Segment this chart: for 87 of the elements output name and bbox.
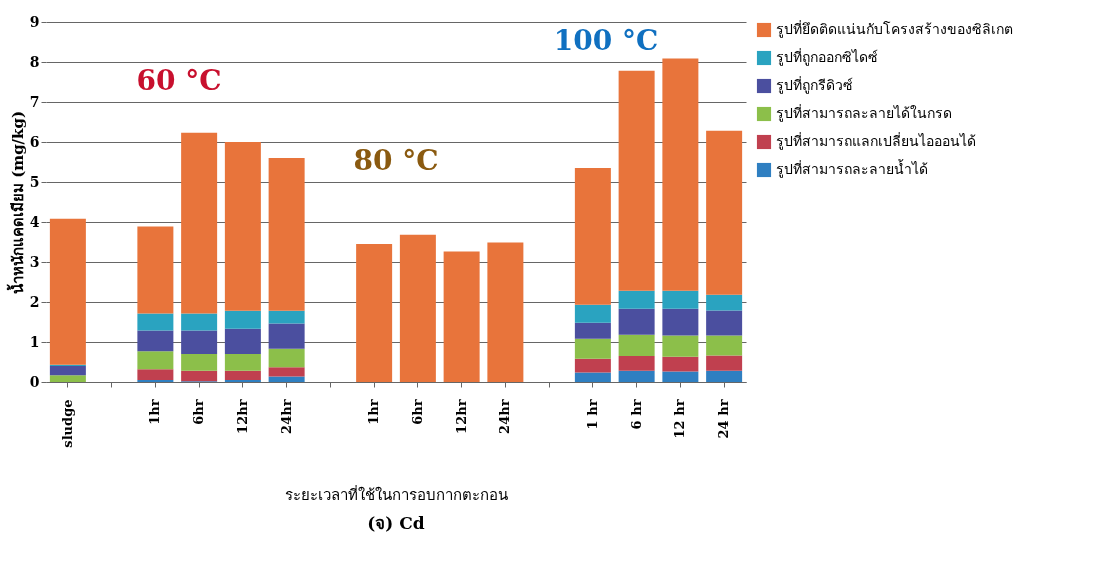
y-tick-label: 4 [29, 213, 40, 230]
x-tick-label: 12 hr [672, 399, 688, 439]
annotation: 100 °C [553, 24, 659, 57]
bar [618, 334, 655, 356]
x-tick-label: 24hr [278, 399, 294, 434]
bar [574, 338, 611, 359]
x-tick-label: 6 hr [628, 399, 644, 430]
legend-label: รูปที่สามารถละลายได้ในกรด [776, 104, 952, 122]
y-tick-label: 7 [29, 93, 40, 110]
bar [49, 218, 86, 365]
bar [574, 168, 611, 305]
bar [574, 358, 611, 373]
bar [181, 330, 218, 354]
bar [706, 370, 743, 382]
bar [574, 304, 611, 323]
bar [662, 335, 699, 357]
bar [487, 242, 524, 382]
bar [268, 310, 305, 324]
x-tick-label: 1hr [366, 399, 382, 425]
bar [662, 356, 699, 372]
bar [574, 322, 611, 339]
bar [137, 226, 174, 314]
bar [49, 366, 86, 376]
bar [181, 354, 218, 371]
bar [399, 234, 436, 382]
y-tick-label: 1 [29, 333, 40, 350]
bar [706, 294, 743, 311]
bar [618, 70, 655, 291]
x-tick-label: sludge [59, 399, 75, 448]
bar [443, 251, 480, 382]
y-tick-label: 2 [29, 293, 40, 310]
bar [268, 376, 305, 382]
bar [268, 158, 305, 311]
y-tick-label: 0 [29, 373, 40, 390]
x-tick-label: 12hr [453, 399, 469, 434]
bar [356, 244, 393, 382]
x-tick-label: 24 hr [716, 399, 732, 439]
x-tick-label: 1 hr [584, 399, 600, 430]
y-tick-label: 9 [29, 13, 40, 30]
bar [224, 310, 261, 329]
bar [662, 308, 699, 336]
x-tick-label: 6hr [409, 399, 425, 425]
y-tick-label: 6 [29, 133, 40, 150]
annotation: 80 °C [353, 144, 439, 177]
legend-label: รูปที่ถูกออกซิไดซ์ [776, 48, 878, 66]
bar [662, 290, 699, 309]
bar [706, 335, 743, 356]
bar [662, 58, 699, 291]
y-tick-label: 3 [29, 253, 40, 270]
x-tick-label: 6hr [191, 399, 207, 425]
bar [618, 356, 655, 371]
x-axis-title: ระยะเวลาที่ใช้ในการอบกากตะกอน [285, 483, 508, 504]
bar [181, 313, 218, 331]
legend-label: รูปที่สามารถละลายน้ำได้ [776, 159, 928, 178]
y-tick-label: 5 [29, 173, 40, 190]
bar [618, 370, 655, 382]
bar [662, 371, 699, 382]
annotation: 60 °C [136, 64, 222, 97]
bar [618, 308, 655, 335]
bar [181, 132, 218, 314]
bar [224, 354, 261, 371]
bar [574, 372, 611, 382]
text: (จ) Cd [367, 513, 425, 534]
bar [137, 330, 174, 352]
x-tick-label: 1hr [147, 399, 163, 425]
x-tick-label: 24hr [497, 399, 513, 434]
bar [181, 370, 218, 382]
y-axis-title: น้ำหนักแคดเมียม (mg/kg) [5, 110, 27, 295]
x-tick-label: 12hr [234, 399, 250, 434]
bar [706, 310, 743, 336]
y-tick-label: 8 [29, 53, 40, 70]
bar [618, 290, 655, 309]
bar [706, 355, 743, 371]
bar [137, 351, 174, 370]
bar [268, 348, 305, 368]
bar [706, 130, 743, 295]
bar [137, 313, 174, 331]
bar [224, 142, 261, 311]
bar [268, 367, 305, 377]
bar [49, 375, 86, 382]
bar [137, 369, 174, 380]
bar [224, 328, 261, 354]
bar [268, 323, 305, 349]
legend-label: รูปที่ยึดติดแน่นกับโครงสร้างของซิลิเกต [776, 20, 1013, 38]
legend-label: รูปที่สามารถแลกเปลี่ยนไอออนได้ [776, 132, 976, 150]
legend-label: รูปที่ถูกรีดิวซ์ [776, 76, 853, 94]
bar [224, 370, 261, 380]
